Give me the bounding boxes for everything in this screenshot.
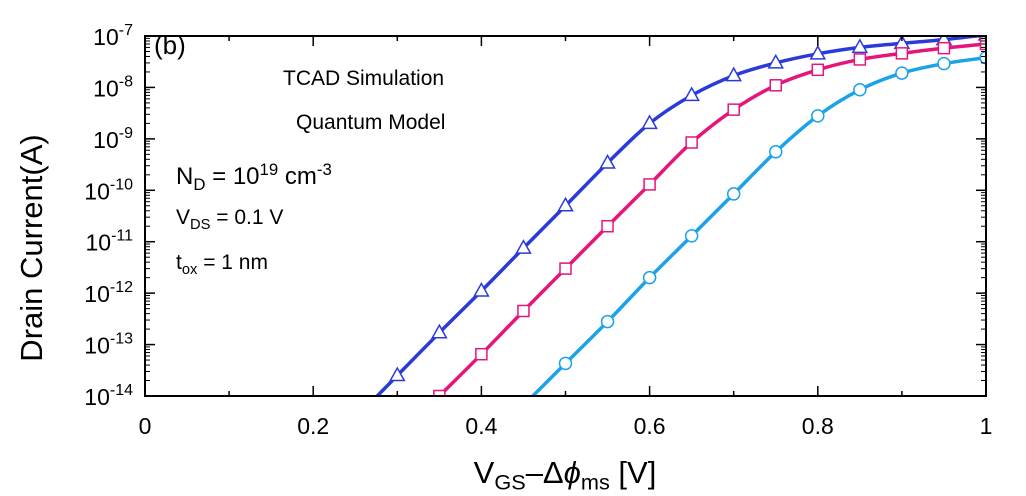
circle-marker: [895, 66, 909, 80]
square-marker: [853, 53, 867, 66]
vds-symbol: V: [176, 206, 191, 229]
tox-subscript: ox: [181, 262, 198, 279]
square-marker: [937, 41, 951, 55]
nd-subscript: D: [193, 175, 206, 195]
nd-symbol: N: [176, 163, 194, 191]
triangle-marker: [599, 153, 616, 169]
triangle-marker: [641, 114, 658, 130]
annotation-vds: VDS = 0.1 V: [176, 206, 283, 233]
circle-marker: [600, 314, 615, 329]
x-tick-label: 1: [980, 413, 993, 439]
vds-subscript: DS: [190, 217, 211, 234]
circle-marker: [769, 145, 783, 159]
tox-value: = 1 nm: [197, 251, 268, 274]
square-marker: [685, 136, 698, 149]
circle-marker: [684, 229, 699, 243]
circle-marker: [979, 50, 986, 65]
annotation-tcad-simulation: TCAD Simulation: [283, 67, 445, 90]
x-label-v: V: [473, 455, 495, 490]
square-marker: [433, 389, 446, 396]
triangle-marker: [851, 38, 869, 54]
y-tick-label: 10-11: [85, 228, 133, 256]
triangle-marker: [389, 366, 406, 382]
square-marker: [601, 219, 614, 233]
triangle-marker: [473, 281, 490, 297]
square-marker: [559, 262, 572, 275]
y-tick-label: 10-13: [84, 331, 133, 359]
triangle-marker: [557, 196, 574, 212]
nd-exponent: 19: [259, 160, 279, 179]
x-label-delta: –Δ: [525, 455, 564, 490]
triangle-marker: [431, 323, 448, 339]
square-marker: [769, 79, 782, 92]
panel-label: (b): [154, 30, 186, 60]
triangle-marker: [515, 239, 532, 254]
marker-layer: [389, 36, 986, 396]
y-tick-label: 10-8: [93, 73, 133, 101]
y-tick-label: 10-14: [84, 382, 133, 410]
annotation-tox: tox = 1 nm: [176, 251, 268, 278]
series-layer: [374, 36, 986, 396]
nd-unit-exponent: -3: [316, 160, 332, 179]
triangle-marker: [767, 53, 785, 69]
circle-marker: [811, 109, 825, 123]
axis-layer: 0 0.2 0.4 0.6 0.8 1 10-14 10-13 10-12 10-11 10-10 1…: [84, 22, 992, 439]
square-marker: [517, 304, 530, 318]
x-label-sub-gs: GS: [494, 469, 526, 495]
circle-marker: [558, 356, 573, 371]
circle-marker: [937, 56, 951, 71]
x-label-unit: [V]: [609, 455, 657, 490]
annotation-doping: ND = 1019 cm-3: [176, 160, 332, 195]
x-label-phi: ϕ: [563, 455, 581, 490]
triangle-marker: [683, 86, 700, 102]
x-tick-label: 0: [139, 413, 152, 439]
series-line-circle: [530, 55, 986, 396]
series-line-triangle: [374, 36, 986, 396]
square-marker: [727, 103, 740, 116]
circle-marker: [853, 83, 867, 97]
y-axis-label: Drain Current(A): [14, 134, 49, 362]
square-marker: [895, 47, 909, 60]
x-tick-label: 0.8: [802, 413, 834, 439]
triangle-marker: [725, 66, 742, 82]
circle-marker: [642, 270, 657, 285]
y-tick-label: 10-7: [93, 22, 133, 50]
vds-value: = 0.1 V: [210, 206, 284, 229]
nd-equals: = 10: [205, 163, 260, 191]
x-tick-label: 0.6: [634, 413, 666, 439]
square-marker: [475, 347, 488, 361]
x-tick-label: 0.4: [465, 413, 497, 439]
x-label-sub-ms: ms: [580, 469, 610, 495]
square-marker: [811, 63, 825, 77]
y-tick-label: 10-9: [93, 125, 133, 153]
x-tick-label: 0.2: [297, 413, 329, 439]
triangle-marker: [809, 44, 827, 60]
annotation-quantum-model: Quantum Model: [296, 111, 446, 134]
square-marker: [643, 178, 656, 191]
nd-unit: cm: [278, 163, 317, 191]
x-axis-label: VGS–Δϕms [V]: [474, 455, 657, 496]
y-tick-label: 10-10: [84, 176, 133, 204]
circle-marker: [726, 187, 741, 201]
y-tick-label: 10-12: [84, 279, 133, 307]
series-line-square: [436, 42, 986, 396]
tox-symbol: t: [176, 251, 182, 274]
